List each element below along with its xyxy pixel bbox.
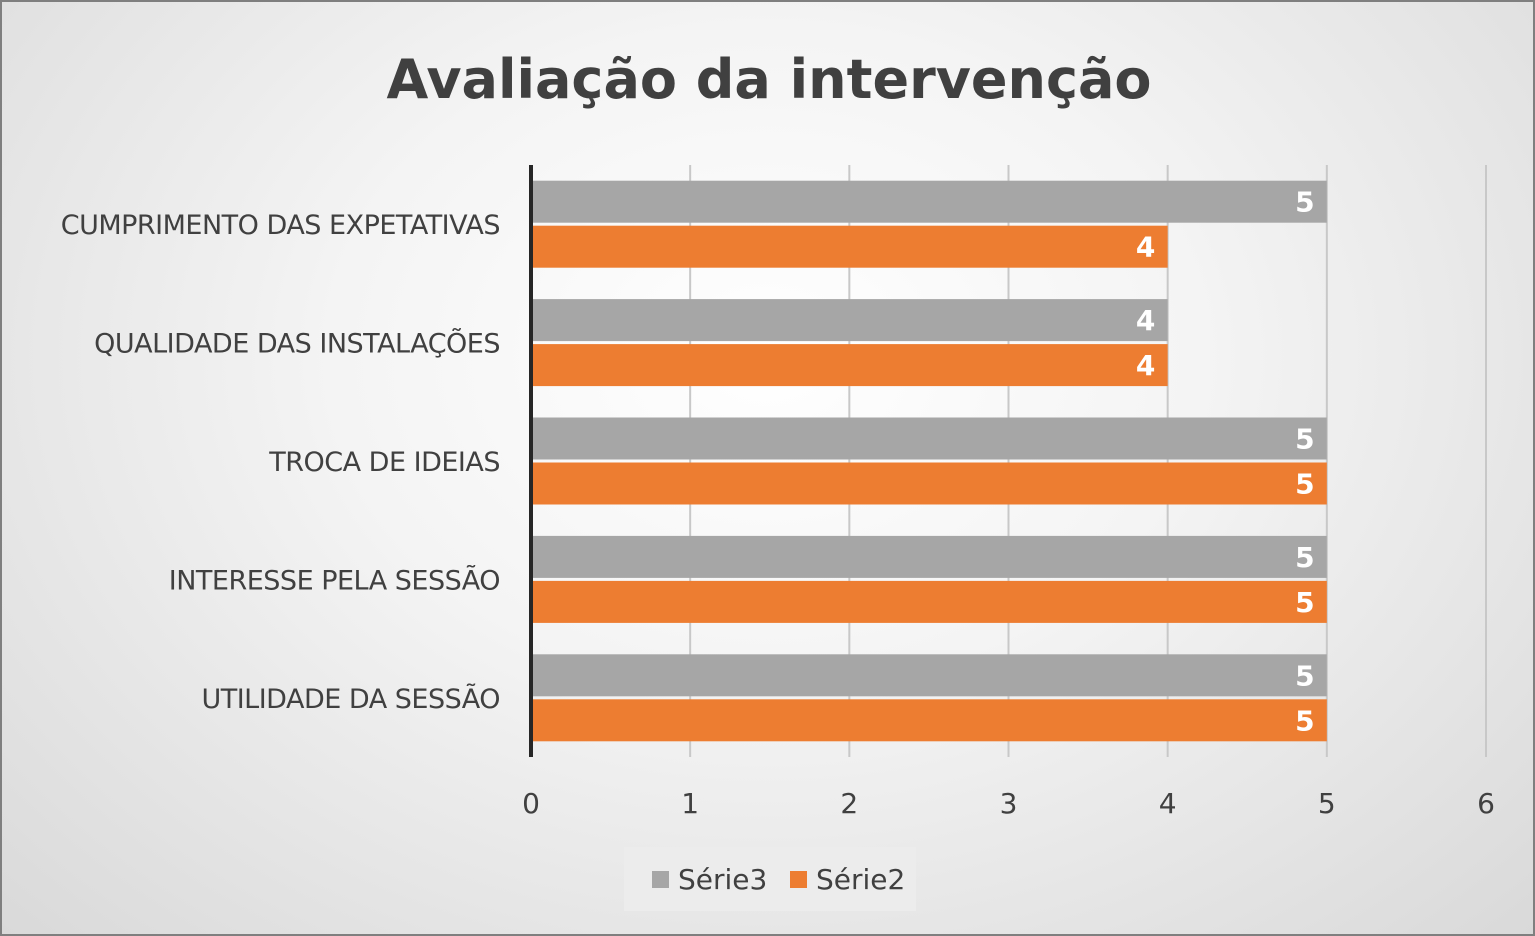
bar bbox=[533, 225, 1168, 268]
legend-box bbox=[624, 847, 916, 911]
bar bbox=[533, 699, 1327, 742]
chart-title: Avaliação da intervenção bbox=[386, 48, 1151, 111]
data-label: 5 bbox=[1295, 541, 1314, 574]
data-label: 5 bbox=[1295, 468, 1314, 501]
bar bbox=[533, 535, 1327, 578]
tick-label: 0 bbox=[522, 787, 540, 820]
tick-label: 6 bbox=[1477, 787, 1495, 820]
tick-label: 4 bbox=[1159, 787, 1177, 820]
bar bbox=[533, 299, 1168, 342]
bar bbox=[533, 580, 1327, 623]
data-label: 5 bbox=[1295, 423, 1314, 456]
category-label: CUMPRIMENTO DAS EXPETATIVAS bbox=[61, 210, 500, 241]
bar bbox=[533, 417, 1327, 460]
legend-swatch bbox=[652, 871, 669, 888]
tick-label: 2 bbox=[840, 787, 858, 820]
data-label: 5 bbox=[1295, 704, 1314, 737]
data-label: 4 bbox=[1136, 304, 1155, 337]
category-labels: CUMPRIMENTO DAS EXPETATIVAS QUALIDADE DAS… bbox=[61, 210, 501, 715]
bar bbox=[533, 462, 1327, 505]
data-label: 4 bbox=[1136, 349, 1155, 382]
legend: Série3 Série2 bbox=[624, 847, 916, 911]
data-label: 5 bbox=[1295, 659, 1314, 692]
tick-label: 5 bbox=[1318, 787, 1336, 820]
data-label: 4 bbox=[1136, 231, 1155, 264]
data-label: 5 bbox=[1295, 586, 1314, 619]
bars bbox=[533, 180, 1327, 742]
data-labels: 5 4 4 4 5 5 5 5 5 5 bbox=[1136, 186, 1315, 738]
x-tick-labels: 0 1 2 3 4 5 6 bbox=[522, 787, 1495, 820]
category-label: TROCA DE IDEIAS bbox=[268, 447, 500, 478]
category-label: UTILIDADE DA SESSÃO bbox=[201, 683, 500, 715]
legend-swatch bbox=[790, 871, 807, 888]
legend-entry: Série3 bbox=[678, 863, 767, 896]
tick-label: 3 bbox=[1000, 787, 1018, 820]
category-label: INTERESSE PELA SESSÃO bbox=[169, 564, 500, 596]
data-label: 5 bbox=[1295, 186, 1314, 219]
bar bbox=[533, 344, 1168, 387]
bar bbox=[533, 180, 1327, 223]
tick-label: 1 bbox=[681, 787, 699, 820]
category-label: QUALIDADE DAS INSTALAÇÕES bbox=[94, 328, 500, 360]
bar bbox=[533, 654, 1327, 697]
legend-entry: Série2 bbox=[816, 863, 905, 896]
